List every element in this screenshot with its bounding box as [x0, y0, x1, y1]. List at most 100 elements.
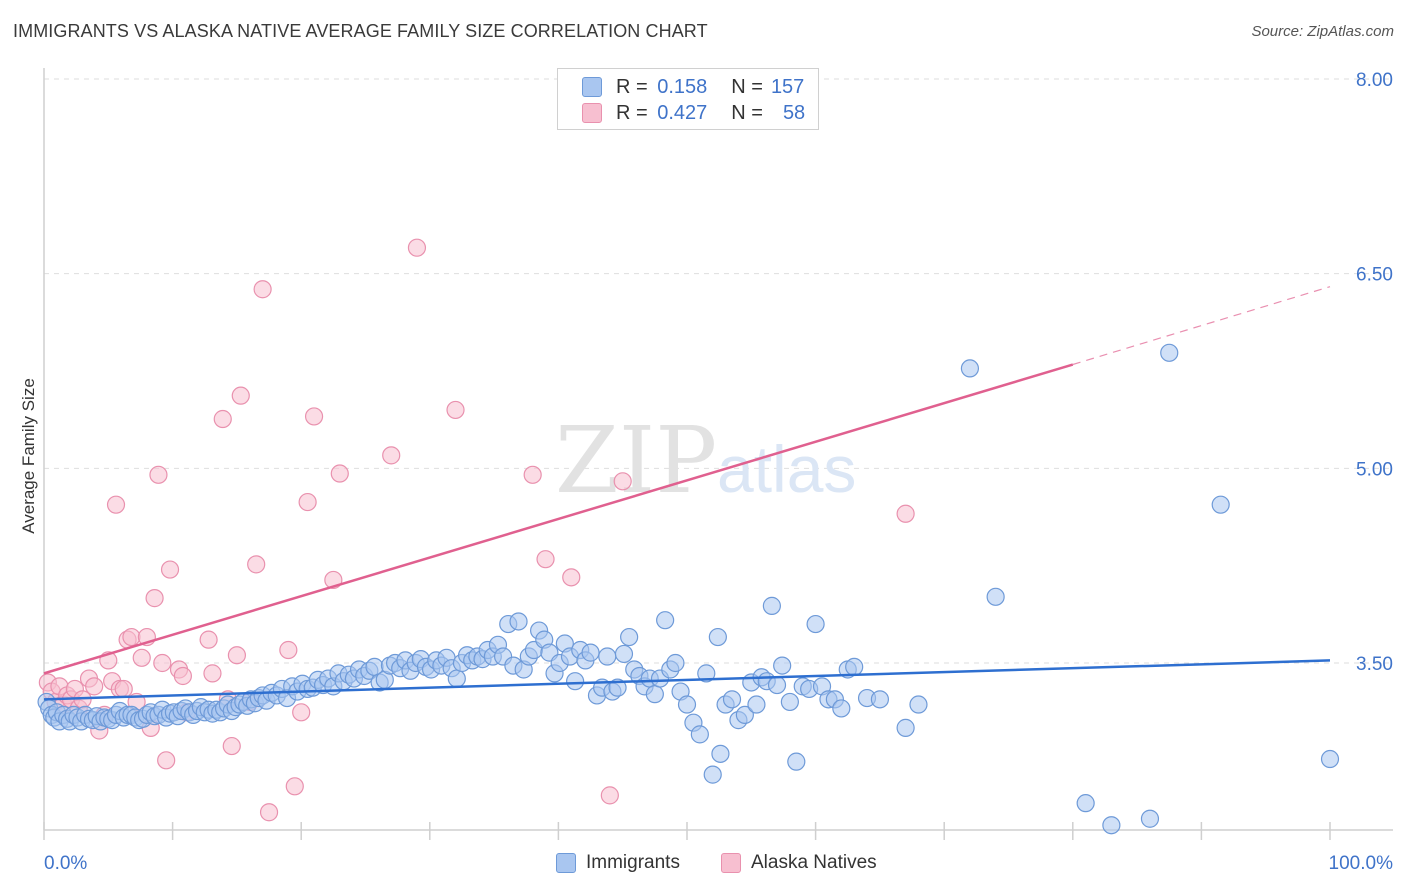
alaska-native-point [157, 751, 176, 770]
immigrants-point [690, 725, 709, 744]
alaska-native-point [122, 627, 141, 647]
immigrants-point [708, 627, 727, 647]
immigrants-point [697, 664, 716, 683]
zipatlas-watermark: ZIP atlas [555, 407, 856, 514]
alaska-native-point [173, 666, 192, 686]
alaska-trend-extension [1072, 286, 1331, 366]
alaska-native-point [259, 803, 279, 822]
alaska-native-point [407, 238, 427, 257]
alaska-native-point [213, 409, 232, 429]
x-tick-marks [43, 822, 1331, 840]
legend-n-label: N = [731, 101, 763, 124]
watermark-atlas: atlas [717, 432, 856, 506]
immigrants-point [711, 744, 730, 763]
alaska-native-point [896, 504, 915, 523]
alaska-native-point [145, 589, 164, 608]
legend-r-label: R = [616, 101, 648, 124]
alaska-native-point [330, 464, 349, 483]
immigrants-point [870, 690, 890, 709]
alaska-native-point [562, 568, 581, 587]
immigrants-point [1102, 816, 1121, 835]
immigrants-point [666, 653, 685, 673]
immigrants-point [598, 647, 617, 666]
alaska-native-point [292, 703, 311, 722]
bottom-legend-swatch-immigrants [556, 853, 576, 873]
alaska-native-point [227, 646, 246, 665]
alaska-native-point [199, 630, 218, 649]
immigrants-point [767, 675, 787, 695]
immigrants-point [773, 656, 792, 675]
alaska-trend-line [43, 363, 1074, 675]
immigrants-point [677, 695, 697, 714]
alaska-native-point [149, 465, 168, 484]
alaska-native-point [446, 400, 465, 420]
bottom-legend-label-immigrants: Immigrants [586, 852, 680, 873]
alaska-native-point [222, 736, 241, 756]
legend-swatch-alaska [582, 103, 602, 123]
alaska-native-point [114, 679, 133, 699]
immigrants-point [722, 690, 742, 709]
alaska-native-point [247, 555, 266, 574]
source-credit: Source: ZipAtlas.com [1251, 23, 1394, 40]
alaska-native-point [85, 677, 104, 696]
y-tick-label: 6.50 [1356, 265, 1393, 286]
immigrants-point [1140, 809, 1160, 828]
legend-n-label: N = [731, 75, 763, 98]
alaska-native-point [132, 648, 151, 667]
alaska-native-point [600, 786, 619, 805]
immigrants-point [614, 644, 634, 664]
alaska-native-point [231, 386, 250, 405]
immigrants-point [645, 685, 664, 704]
x-tick-label: 0.0% [44, 853, 87, 874]
series-alaska-natives [38, 238, 915, 822]
immigrants-point [1320, 749, 1340, 769]
legend-swatch-immigrants [582, 77, 602, 97]
immigrants-point [566, 672, 585, 691]
correlation-legend: R = 0.158 N = 157 R = 0.427 N = 58 [557, 68, 819, 130]
alaska-native-point [203, 664, 222, 683]
bottom-legend-label-alaska: Alaska Natives [751, 852, 877, 873]
trend-lines [43, 286, 1331, 701]
alaska-native-point [613, 472, 632, 491]
alaska-native-point [153, 653, 172, 673]
legend-r-value: 0.427 [657, 101, 708, 124]
legend-r-value: 0.158 [657, 75, 708, 98]
alaska-native-point [106, 495, 126, 514]
x-tick-labels: 0.0% 100.0% [44, 853, 1393, 874]
legend-r-label: R = [616, 75, 648, 98]
alaska-native-point [304, 407, 324, 426]
bottom-legend-swatch-alaska [721, 853, 741, 873]
immigrants-point [509, 612, 528, 631]
alaska-native-point [536, 550, 555, 569]
y-tick-label: 8.00 [1356, 70, 1393, 91]
immigrants-point [1211, 495, 1230, 514]
immigrants-point [703, 765, 722, 784]
legend-n-value: 157 [770, 75, 805, 98]
immigrants-trend-line [43, 659, 1331, 701]
alaska-native-point [298, 492, 317, 512]
immigrants-point [735, 705, 754, 725]
gridlines [44, 78, 1393, 664]
immigrants-point [447, 669, 466, 688]
immigrants-point [909, 695, 928, 714]
x-tick-label: 100.0% [1329, 853, 1394, 874]
watermark-zip: ZIP [555, 407, 717, 514]
alaska-native-point [285, 777, 304, 796]
immigrants-point [960, 359, 980, 378]
immigrants-point [1160, 343, 1179, 362]
y-tick-labels: 3.50 5.00 6.50 8.00 [1356, 70, 1393, 675]
immigrants-point [986, 587, 1005, 606]
immigrants-point [845, 657, 864, 676]
legend-n-value: 58 [782, 101, 806, 124]
immigrants-point [656, 611, 675, 630]
immigrants-point [620, 627, 639, 647]
immigrants-point [1076, 794, 1095, 813]
immigrants-point [747, 695, 766, 714]
immigrants-point [608, 678, 627, 697]
y-tick-label: 5.00 [1356, 459, 1393, 480]
bottom-legend-alaska: Alaska Natives [721, 852, 877, 874]
y-tick-label: 3.50 [1356, 654, 1393, 675]
alaska-native-point [523, 465, 542, 484]
chart-title: IMMIGRANTS VS ALASKA NATIVE AVERAGE FAMI… [13, 21, 708, 41]
